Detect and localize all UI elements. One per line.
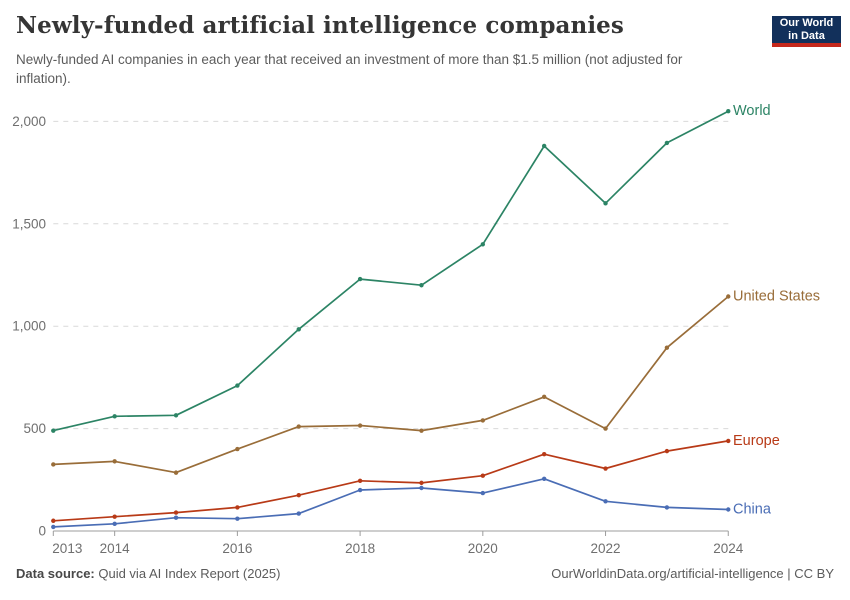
- x-axis-tick-label: 2024: [713, 541, 744, 556]
- series-point-world: [235, 383, 240, 388]
- series-point-united-states: [726, 294, 731, 299]
- data-source: Data source: Quid via AI Index Report (2…: [16, 566, 280, 581]
- series-point-world: [357, 276, 363, 282]
- y-axis-tick-label: 2,000: [12, 114, 46, 129]
- series-point-united-states: [296, 424, 301, 429]
- x-axis-tick-label: 2014: [100, 541, 131, 556]
- series-point-united-states: [603, 426, 608, 431]
- owid-logo-line2: in Data: [788, 29, 825, 42]
- series-label-world[interactable]: World: [733, 103, 771, 119]
- line-chart-canvas[interactable]: 0 500 1,000 1,500 2,000 2013 2014 2016 2018 2020 2…: [0, 0, 850, 565]
- series-point-china: [603, 499, 608, 504]
- series-point-china: [296, 511, 301, 516]
- series-point-united-states: [541, 394, 547, 400]
- series-label-china[interactable]: China: [733, 501, 772, 517]
- x-axis-tick-label: 2016: [222, 541, 252, 556]
- credit-text: OurWorldinData.org/artificial-intelligen…: [551, 566, 834, 581]
- series-point-world: [112, 414, 117, 419]
- series-label-europe[interactable]: Europe: [733, 433, 780, 449]
- series-point-united-states: [664, 345, 670, 350]
- x-axis-tick-label: 2020: [468, 541, 498, 556]
- series-point-china: [664, 505, 670, 510]
- series-point-europe: [357, 478, 363, 484]
- x-axis-tick-label: 2022: [591, 541, 621, 556]
- owid-logo[interactable]: Our World in Data: [772, 16, 841, 47]
- series-point-united-states: [173, 470, 179, 475]
- series-line-europe[interactable]: [53, 440, 729, 522]
- series-point-europe: [296, 492, 301, 498]
- series-point-europe: [541, 452, 547, 457]
- series-point-united-states: [51, 462, 56, 467]
- series-point-china: [112, 521, 117, 527]
- series-point-world: [664, 140, 670, 146]
- data-source-text: Quid via AI Index Report (2025): [94, 566, 281, 581]
- series-point-china: [357, 487, 363, 493]
- chart-title: Newly-funded artificial intelligence com…: [16, 12, 624, 39]
- x-axis-tick-label: 2018: [345, 541, 375, 556]
- series-point-united-states: [235, 446, 240, 452]
- series-point-china: [726, 507, 731, 512]
- series-point-europe: [419, 480, 424, 486]
- y-axis-tick-label: 1,500: [12, 216, 46, 231]
- series-point-europe: [112, 514, 117, 519]
- y-axis-tick-label: 500: [23, 421, 46, 436]
- owid-logo-line1: Our World: [779, 17, 834, 29]
- y-axis-tick-label: 0: [38, 524, 46, 539]
- series-point-europe: [726, 438, 731, 444]
- series-point-china: [235, 516, 240, 521]
- series-point-united-states: [480, 418, 486, 423]
- y-axis-tick-label: 1,000: [12, 319, 46, 334]
- series-point-europe: [173, 510, 179, 515]
- series-point-united-states: [419, 428, 424, 433]
- series-point-europe: [603, 466, 608, 471]
- series-point-united-states: [112, 459, 117, 464]
- series-point-world: [419, 283, 424, 288]
- series-point-china: [419, 485, 424, 491]
- series-line-world[interactable]: [53, 110, 729, 432]
- series-point-world: [541, 143, 547, 149]
- chart-footer: Data source: Quid via AI Index Report (2…: [16, 566, 834, 581]
- series-label-united-states[interactable]: United States: [733, 289, 820, 305]
- series-point-world: [173, 413, 179, 418]
- series-point-china: [480, 490, 486, 496]
- series-point-europe: [51, 518, 56, 523]
- series-point-china: [541, 476, 547, 481]
- series-point-europe: [664, 448, 670, 454]
- series-point-europe: [235, 505, 240, 510]
- series-point-china: [173, 515, 179, 520]
- x-axis-tick-label: 2013: [52, 541, 82, 556]
- series-line-united-states[interactable]: [53, 295, 729, 474]
- series-point-world: [51, 428, 56, 433]
- data-source-label: Data source:: [16, 566, 95, 581]
- series-line-china[interactable]: [53, 477, 729, 528]
- series-point-world: [603, 201, 608, 206]
- series-point-world: [480, 242, 486, 247]
- series-point-world: [296, 327, 301, 332]
- series-point-europe: [480, 473, 486, 478]
- series-point-united-states: [357, 423, 363, 428]
- series-point-china: [51, 524, 56, 530]
- chart-subtitle: Newly-funded AI companies in each year t…: [16, 52, 683, 86]
- series-point-world: [726, 108, 731, 114]
